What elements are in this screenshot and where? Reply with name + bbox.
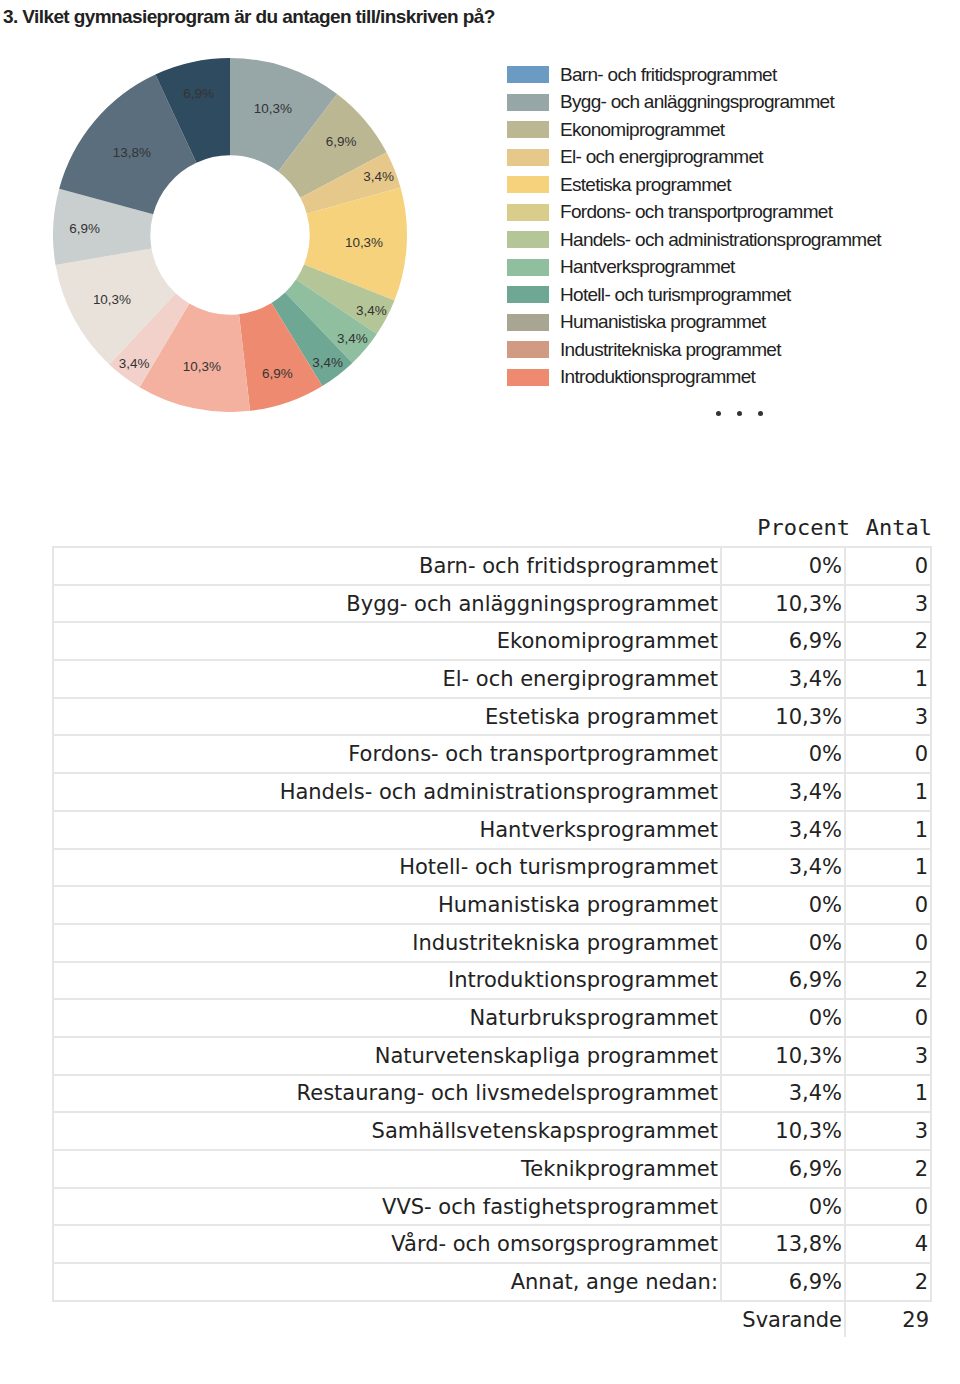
html-text:Antal: Antal <box>865 514 932 540</box>
svg-text:10,3%: 10,3% <box>183 359 221 374</box>
html-text:Hantverksprogrammet: Hantverksprogrammet <box>560 256 735 278</box>
html-text:6,9%: 6,9% <box>788 1156 842 1181</box>
html-text:0%: 0% <box>808 930 842 955</box>
html-text:Introduktionsprogrammet: Introduktionsprogrammet <box>448 968 718 993</box>
html-text:Introduktionsprogrammet: Introduktionsprogrammet <box>560 366 756 388</box>
html-text:2: 2 <box>914 629 928 654</box>
html-text:Naturbruksprogrammet: Naturbruksprogrammet <box>469 1006 718 1031</box>
html-text:Annat, ange nedan:: Annat, ange nedan: <box>510 1269 718 1294</box>
html-text:Vård- och omsorgsprogrammet: Vård- och omsorgsprogrammet <box>391 1232 718 1257</box>
html-text:Humanistiska programmet: Humanistiska programmet <box>560 311 766 333</box>
html-text:10,3%: 10,3% <box>775 1119 842 1144</box>
html-text:El- och energiprogrammet: El- och energiprogrammet <box>560 146 763 168</box>
html-text:Barn- och fritidsprogrammet: Barn- och fritidsprogrammet <box>560 63 777 85</box>
html-text:Industritekniska programmet: Industritekniska programmet <box>560 338 781 360</box>
html-text:Bygg- och anläggningsprogramme: Bygg- och anläggningsprogrammet <box>560 91 834 113</box>
html-text:Handels- och administrationspr: Handels- och administrationsprogrammet <box>560 228 881 250</box>
html-text:1: 1 <box>914 855 928 880</box>
svg-text:10,3%: 10,3% <box>93 292 131 307</box>
html-text:3: 3 <box>914 1119 928 1144</box>
html-text:0: 0 <box>914 553 928 578</box>
html-text:Teknikprogrammet: Teknikprogrammet <box>521 1156 718 1181</box>
html-text:1: 1 <box>914 780 928 804</box>
html-text:10,3%: 10,3% <box>775 704 842 729</box>
html-text:3: 3 <box>914 704 928 729</box>
html-text:Ekonomiprogrammet: Ekonomiprogrammet <box>560 118 725 140</box>
html-text:0%: 0% <box>808 553 842 578</box>
html-text:3,4%: 3,4% <box>788 1081 842 1106</box>
svg-text:13,8%: 13,8% <box>113 145 151 160</box>
html-text:Restaurang- och livsmedelsprog: Restaurang- och livsmedelsprogrammet <box>296 1081 718 1106</box>
html-text:El- och energiprogrammet: El- och energiprogrammet <box>442 666 718 691</box>
html-text:Estetiska programmet: Estetiska programmet <box>485 704 718 729</box>
html-text:Humanistiska programmet: Humanistiska programmet <box>437 893 718 917</box>
html-text:10,3%: 10,3% <box>775 1043 842 1068</box>
svg-text:10,3%: 10,3% <box>254 101 292 116</box>
html-text:0: 0 <box>914 1006 928 1031</box>
svg-text:3,4%: 3,4% <box>119 356 150 371</box>
html-text:2: 2 <box>914 1156 928 1181</box>
html-text:3,4%: 3,4% <box>788 855 842 880</box>
svg-text:3,4%: 3,4% <box>363 169 394 184</box>
html-text:4: 4 <box>914 1232 928 1257</box>
html-text:Bygg- och anläggningsprogramme: Bygg- och anläggningsprogrammet <box>346 591 718 616</box>
html-text:Hotell- och turismprogrammet: Hotell- och turismprogrammet <box>399 855 718 880</box>
svg-text:6,9%: 6,9% <box>326 134 357 149</box>
svg-text:3,4%: 3,4% <box>312 355 343 370</box>
html-text:Samhällsvetenskapsprogrammet: Samhällsvetenskapsprogrammet <box>371 1119 718 1144</box>
html-text:10,3%: 10,3% <box>775 591 842 616</box>
html-text:VVS- och fastighetsprogrammet: VVS- och fastighetsprogrammet <box>382 1194 718 1219</box>
html-text:2: 2 <box>914 968 928 993</box>
html-text:0: 0 <box>914 742 928 767</box>
html-text:3,4%: 3,4% <box>788 666 842 691</box>
html-text:3,4%: 3,4% <box>788 817 842 842</box>
html-text:Hotell- och turismprogrammet: Hotell- och turismprogrammet <box>560 283 791 305</box>
html-text:Procent: Procent <box>757 514 850 540</box>
html-text:Handels- och administrationspr: Handels- och administrationsprogrammet <box>279 780 718 804</box>
html-text:0: 0 <box>914 1194 928 1219</box>
html-text:Svarande: Svarande <box>742 1307 842 1332</box>
html-text:29: 29 <box>902 1307 929 1332</box>
html-text:1: 1 <box>914 1081 928 1106</box>
html-text:13,8%: 13,8% <box>775 1232 842 1257</box>
html-text:0: 0 <box>914 893 928 917</box>
html-text:2: 2 <box>914 1269 928 1294</box>
html-text:Hantverksprogrammet: Hantverksprogrammet <box>479 817 718 842</box>
html-text:0: 0 <box>914 930 928 955</box>
html-text:6,9%: 6,9% <box>788 1269 842 1294</box>
html-text:1: 1 <box>914 666 928 691</box>
html-text:Industritekniska programmet: Industritekniska programmet <box>412 930 718 955</box>
html-text:3: 3 <box>914 591 928 616</box>
html-text:0%: 0% <box>808 893 842 917</box>
html-text:6,9%: 6,9% <box>788 968 842 993</box>
html-text:0%: 0% <box>808 742 842 767</box>
html-text:Fordons- och transportprogramm: Fordons- och transportprogrammet <box>348 742 718 767</box>
svg-text:10,3%: 10,3% <box>345 235 383 250</box>
html-text:Estetiska programmet: Estetiska programmet <box>560 173 731 195</box>
svg-text:3,4%: 3,4% <box>356 303 387 318</box>
html-text:Naturvetenskapliga programmet: Naturvetenskapliga programmet <box>374 1043 718 1068</box>
html-text:0%: 0% <box>808 1194 842 1219</box>
html-text:Ekonomiprogrammet: Ekonomiprogrammet <box>496 629 718 654</box>
svg-text:6,9%: 6,9% <box>69 221 100 236</box>
html-text:0%: 0% <box>808 1006 842 1031</box>
html-text:3. Vilket gymnasieprogram är d: 3. Vilket gymnasieprogram är du antagen … <box>3 6 495 27</box>
html-text:1: 1 <box>914 817 928 842</box>
html-text:3: 3 <box>914 1043 928 1068</box>
html-text:Barn- och fritidsprogrammet: Barn- och fritidsprogrammet <box>419 553 718 578</box>
html-text:Fordons- och transportprogramm: Fordons- och transportprogrammet <box>560 201 833 223</box>
svg-text:6,9%: 6,9% <box>183 86 214 101</box>
html-text:6,9%: 6,9% <box>788 629 842 654</box>
html-text:3,4%: 3,4% <box>788 780 842 804</box>
svg-text:3,4%: 3,4% <box>337 331 368 346</box>
svg-text:6,9%: 6,9% <box>262 366 293 381</box>
